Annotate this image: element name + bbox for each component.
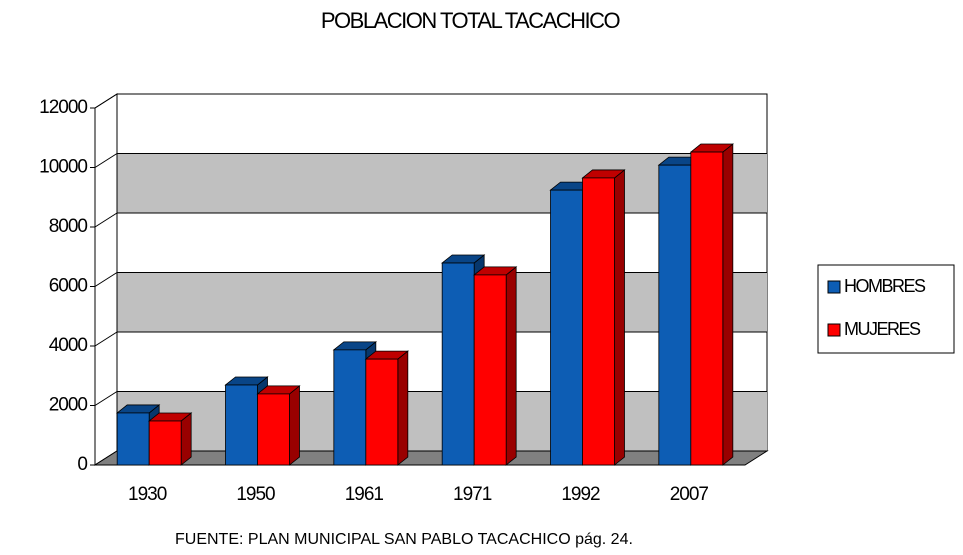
source-note: FUENTE: PLAN MUNICIPAL SAN PABLO TACACHI…	[175, 531, 633, 548]
bar	[473, 274, 507, 466]
chart-title: POBLACION TOTAL TACACHICO	[321, 8, 621, 33]
bar-side	[722, 143, 734, 466]
y-tick-label: 12000	[39, 97, 87, 118]
bar	[365, 358, 399, 466]
y-tick-label: 8000	[49, 216, 88, 237]
bar-side	[180, 412, 192, 466]
bar-side	[289, 385, 300, 466]
bar	[257, 393, 290, 466]
bar	[116, 412, 150, 466]
bar	[658, 164, 692, 466]
legend-box	[817, 264, 955, 354]
bar	[441, 262, 475, 466]
y-tick-label: 2000	[49, 395, 88, 416]
y-tick-label: 0	[77, 454, 87, 475]
x-tick-label: 1971	[453, 484, 492, 505]
legend-swatch	[827, 280, 841, 294]
y-tick-label: 6000	[49, 276, 88, 297]
grid-line	[94, 272, 118, 287]
x-tick-label: 1930	[128, 484, 167, 505]
bar-side	[614, 169, 625, 466]
y-tick-label: 10000	[39, 157, 87, 178]
bar	[333, 349, 367, 466]
grid-line	[94, 93, 118, 109]
bar	[225, 384, 258, 466]
bar-side	[397, 350, 409, 466]
grid-line	[94, 153, 118, 168]
legend-swatch	[827, 323, 841, 337]
legend-label: HOMBRES	[844, 276, 926, 296]
x-tick-label: 2007	[670, 484, 709, 505]
grid-line	[94, 212, 118, 228]
grid-line	[94, 331, 118, 347]
bar-side	[505, 266, 517, 466]
x-tick-label: 1950	[236, 484, 275, 505]
x-tick-label: 1992	[561, 484, 600, 505]
x-tick-label: 1961	[345, 484, 384, 505]
grid-line	[94, 391, 118, 406]
y-tick-label: 4000	[49, 335, 88, 356]
bar	[148, 420, 182, 466]
bar	[690, 151, 724, 466]
legend-label: MUJERES	[844, 319, 921, 339]
bar	[550, 189, 583, 466]
bar	[582, 177, 615, 466]
